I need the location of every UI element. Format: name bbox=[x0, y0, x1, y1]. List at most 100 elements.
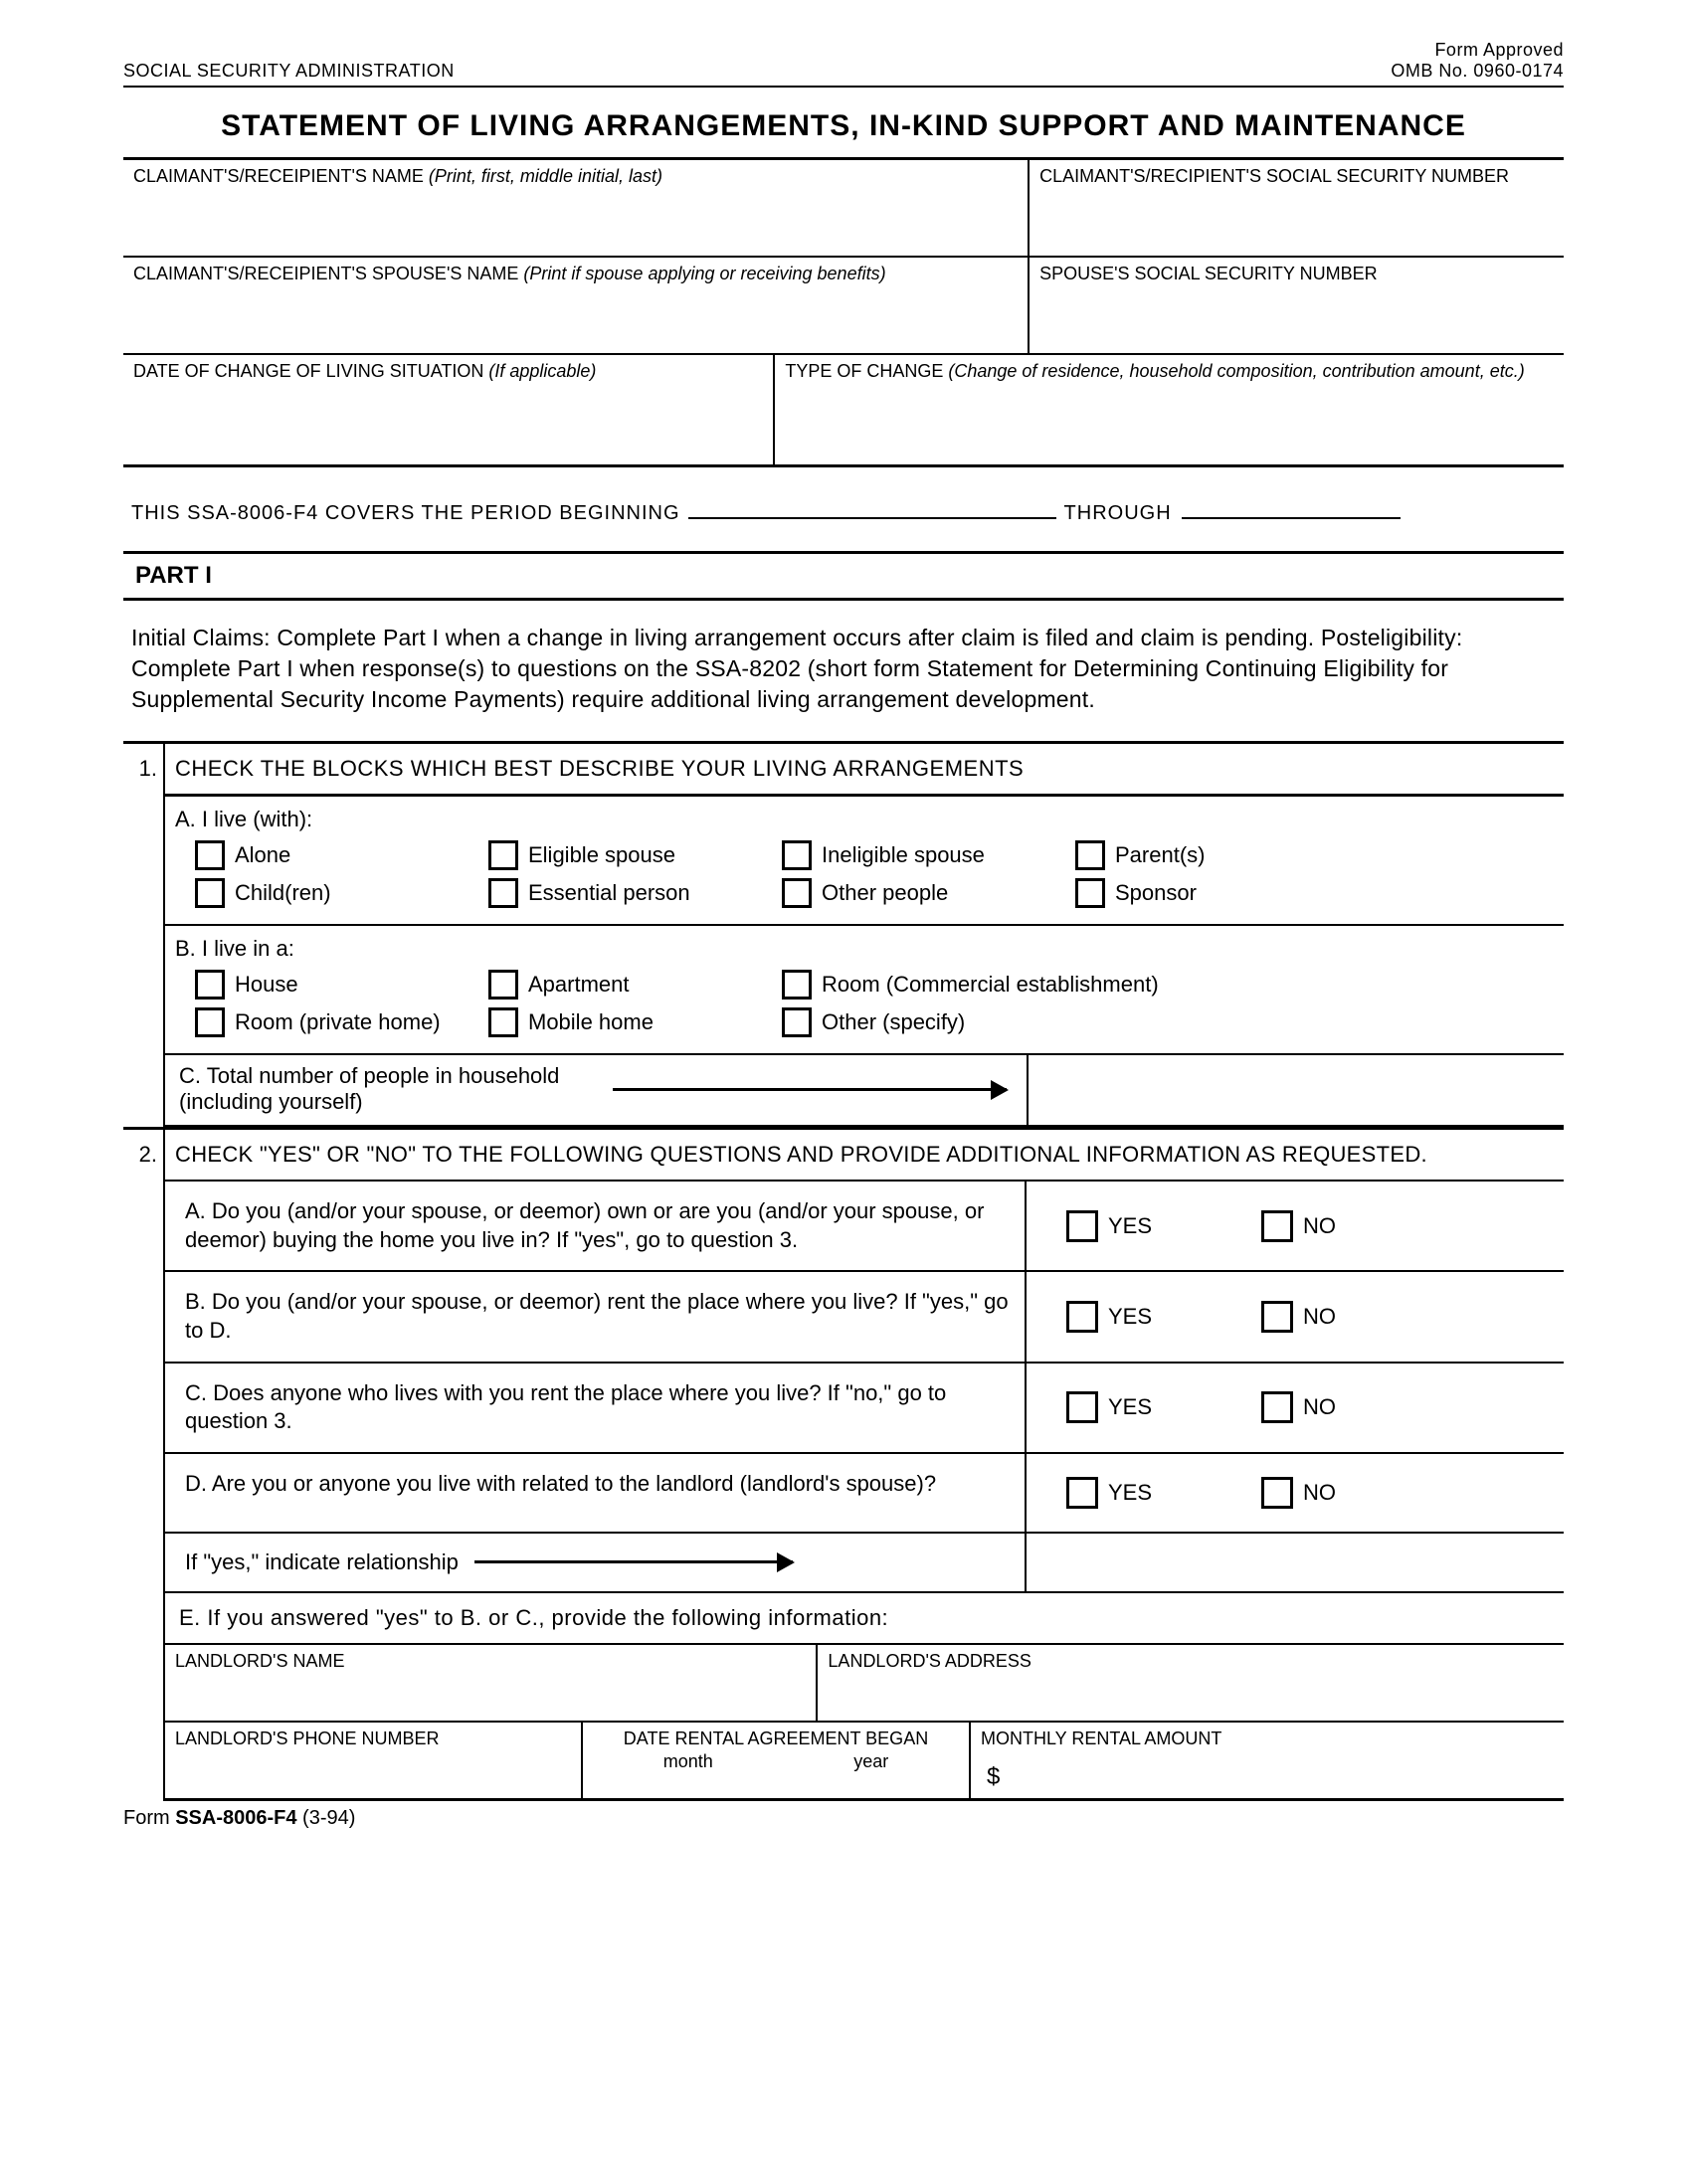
part1-instructions: Initial Claims: Complete Part I when a c… bbox=[123, 601, 1564, 741]
spouse-name-label: CLAIMANT'S/RECEIPIENT'S SPOUSE'S NAME bbox=[133, 264, 518, 283]
type-change-label: TYPE OF CHANGE bbox=[785, 361, 943, 381]
q1c-label: C. Total number of people in household (… bbox=[179, 1063, 597, 1115]
checkbox-icon[interactable] bbox=[1066, 1301, 1098, 1333]
landlord-row2: LANDLORD'S PHONE NUMBER DATE RENTAL AGRE… bbox=[163, 1723, 1564, 1801]
q2d-text: D. Are you or anyone you live with relat… bbox=[165, 1454, 1027, 1532]
checkbox-icon[interactable] bbox=[195, 1007, 225, 1037]
checkbox-icon[interactable] bbox=[1066, 1477, 1098, 1509]
checkbox-icon[interactable] bbox=[488, 840, 518, 870]
footer-prefix: Form bbox=[123, 1807, 175, 1829]
q2c-yes[interactable]: YES bbox=[1066, 1391, 1152, 1423]
spouse-ssn-cell[interactable]: SPOUSE'S SOCIAL SECURITY NUMBER bbox=[1030, 258, 1564, 353]
q2d-rel-input[interactable] bbox=[1027, 1534, 1564, 1591]
footer-rev: (3-94) bbox=[297, 1807, 356, 1829]
spouse-ssn-label: SPOUSE'S SOCIAL SECURITY NUMBER bbox=[1039, 264, 1378, 283]
opt-eligible-spouse[interactable]: Eligible spouse bbox=[488, 836, 782, 874]
arrow-icon bbox=[613, 1088, 1007, 1091]
q2c-text: C. Does anyone who lives with you rent t… bbox=[165, 1364, 1027, 1452]
q1-number: 1. bbox=[123, 744, 163, 1127]
rental-date-cell[interactable]: DATE RENTAL AGREEMENT BEGAN month year bbox=[583, 1723, 971, 1798]
checkbox-icon[interactable] bbox=[1075, 878, 1105, 908]
checkbox-icon[interactable] bbox=[488, 970, 518, 1000]
opt-essential-person[interactable]: Essential person bbox=[488, 874, 782, 912]
q2b-yes[interactable]: YES bbox=[1066, 1301, 1152, 1333]
checkbox-icon[interactable] bbox=[488, 1007, 518, 1037]
period-end-input[interactable] bbox=[1182, 497, 1401, 519]
opt-room-commercial[interactable]: Room (Commercial establishment) bbox=[782, 966, 1259, 1003]
claimant-name-label: CLAIMANT'S/RECEIPIENT'S NAME bbox=[133, 166, 424, 186]
q1c-input[interactable] bbox=[1027, 1055, 1564, 1125]
landlord-phone-cell[interactable]: LANDLORD'S PHONE NUMBER bbox=[165, 1723, 583, 1798]
period-begin-input[interactable] bbox=[688, 497, 1056, 519]
form-footer: Form SSA-8006-F4 (3-94) bbox=[123, 1801, 1564, 1830]
opt-sponsor[interactable]: Sponsor bbox=[1075, 874, 1369, 912]
q1-head: CHECK THE BLOCKS WHICH BEST DESCRIBE YOU… bbox=[163, 744, 1564, 797]
date-change-hint: (If applicable) bbox=[483, 361, 596, 381]
q2b-no[interactable]: NO bbox=[1261, 1301, 1336, 1333]
landlord-addr-cell[interactable]: LANDLORD'S ADDRESS bbox=[818, 1645, 1564, 1721]
opt-other-people[interactable]: Other people bbox=[782, 874, 1075, 912]
checkbox-icon[interactable] bbox=[1261, 1301, 1293, 1333]
q2a-no[interactable]: NO bbox=[1261, 1210, 1336, 1242]
opt-alone[interactable]: Alone bbox=[195, 836, 488, 874]
q2e-head: E. If you answered "yes" to B. or C., pr… bbox=[163, 1593, 1564, 1645]
top-meta: SOCIAL SECURITY ADMINISTRATION Form Appr… bbox=[123, 40, 1564, 88]
q2b-row: B. Do you (and/or your spouse, or deemor… bbox=[163, 1272, 1564, 1363]
checkbox-icon[interactable] bbox=[1261, 1477, 1293, 1509]
q2-number: 2. bbox=[123, 1130, 163, 1801]
monthly-amount-cell[interactable]: MONTHLY RENTAL AMOUNT $ bbox=[971, 1723, 1564, 1798]
opt-mobile-home[interactable]: Mobile home bbox=[488, 1003, 782, 1041]
date-change-cell[interactable]: DATE OF CHANGE OF LIVING SITUATION (If a… bbox=[123, 355, 775, 464]
checkbox-icon[interactable] bbox=[782, 840, 812, 870]
opt-parents[interactable]: Parent(s) bbox=[1075, 836, 1369, 874]
landlord-name-cell[interactable]: LANDLORD'S NAME bbox=[165, 1645, 818, 1721]
q2c-no[interactable]: NO bbox=[1261, 1391, 1336, 1423]
opt-house[interactable]: House bbox=[195, 966, 488, 1003]
checkbox-icon[interactable] bbox=[195, 970, 225, 1000]
arrow-icon bbox=[474, 1560, 793, 1563]
date-began-label: DATE RENTAL AGREEMENT BEGAN bbox=[624, 1729, 928, 1748]
period-line: THIS SSA-8006-F4 COVERS THE PERIOD BEGIN… bbox=[123, 467, 1564, 551]
q2d-yes[interactable]: YES bbox=[1066, 1477, 1152, 1509]
form-title: STATEMENT OF LIVING ARRANGEMENTS, IN-KIN… bbox=[123, 88, 1564, 157]
type-change-cell[interactable]: TYPE OF CHANGE (Change of residence, hou… bbox=[775, 355, 1564, 464]
agency-label: SOCIAL SECURITY ADMINISTRATION bbox=[123, 61, 455, 82]
checkbox-icon[interactable] bbox=[195, 878, 225, 908]
landlord-name-label: LANDLORD'S NAME bbox=[175, 1651, 344, 1671]
claimant-ssn-cell[interactable]: CLAIMANT'S/RECIPIENT'S SOCIAL SECURITY N… bbox=[1030, 160, 1564, 256]
landlord-phone-label: LANDLORD'S PHONE NUMBER bbox=[175, 1729, 439, 1748]
opt-apartment[interactable]: Apartment bbox=[488, 966, 782, 1003]
q1a-options: Alone Eligible spouse Ineligible spouse … bbox=[175, 832, 1554, 912]
q2c-row: C. Does anyone who lives with you rent t… bbox=[163, 1364, 1564, 1454]
claimant-name-cell[interactable]: CLAIMANT'S/RECEIPIENT'S NAME (Print, fir… bbox=[123, 160, 1030, 256]
part1-header: PART I bbox=[123, 551, 1564, 601]
checkbox-icon[interactable] bbox=[1066, 1391, 1098, 1423]
q1c-row: C. Total number of people in household (… bbox=[163, 1053, 1564, 1127]
q2d-no[interactable]: NO bbox=[1261, 1477, 1336, 1509]
checkbox-icon[interactable] bbox=[195, 840, 225, 870]
form-approved-label: Form Approved bbox=[1391, 40, 1564, 61]
q1b-label: B. I live in a: bbox=[175, 936, 1554, 962]
q1a-label: A. I live (with): bbox=[175, 807, 1554, 832]
q1b-row: B. I live in a: House Apartment Room (Co… bbox=[163, 926, 1564, 1053]
checkbox-icon[interactable] bbox=[488, 878, 518, 908]
opt-other-specify[interactable]: Other (specify) bbox=[782, 1003, 1259, 1041]
opt-children[interactable]: Child(ren) bbox=[195, 874, 488, 912]
header-table: CLAIMANT'S/RECEIPIENT'S NAME (Print, fir… bbox=[123, 157, 1564, 467]
checkbox-icon[interactable] bbox=[1261, 1391, 1293, 1423]
checkbox-icon[interactable] bbox=[1075, 840, 1105, 870]
opt-ineligible-spouse[interactable]: Ineligible spouse bbox=[782, 836, 1075, 874]
checkbox-icon[interactable] bbox=[1066, 1210, 1098, 1242]
checkbox-icon[interactable] bbox=[1261, 1210, 1293, 1242]
monthly-amt-label: MONTHLY RENTAL AMOUNT bbox=[981, 1729, 1221, 1748]
opt-room-private[interactable]: Room (private home) bbox=[195, 1003, 488, 1041]
approval-block: Form Approved OMB No. 0960-0174 bbox=[1391, 40, 1564, 82]
year-label: year bbox=[853, 1751, 888, 1772]
spouse-name-cell[interactable]: CLAIMANT'S/RECEIPIENT'S SPOUSE'S NAME (P… bbox=[123, 258, 1030, 353]
checkbox-icon[interactable] bbox=[782, 878, 812, 908]
checkbox-icon[interactable] bbox=[782, 970, 812, 1000]
type-change-hint: (Change of residence, household composit… bbox=[943, 361, 1524, 381]
checkbox-icon[interactable] bbox=[782, 1007, 812, 1037]
period-prefix: THIS SSA-8006-F4 COVERS THE PERIOD BEGIN… bbox=[131, 502, 680, 525]
q2a-yes[interactable]: YES bbox=[1066, 1210, 1152, 1242]
